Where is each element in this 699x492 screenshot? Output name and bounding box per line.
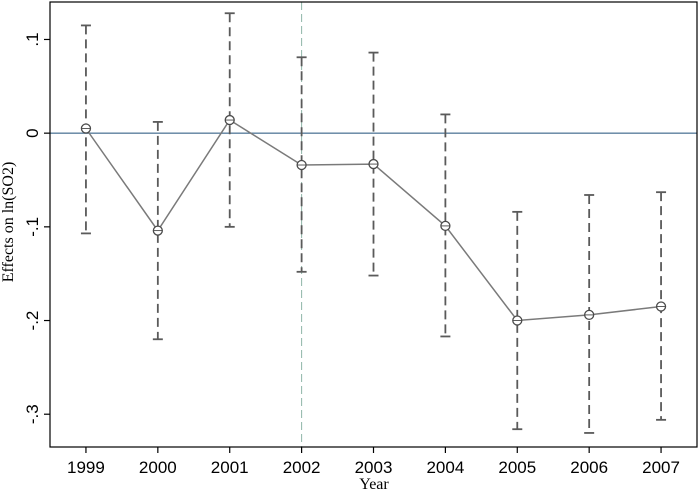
y-tick-label-.1: .1 <box>23 32 42 46</box>
y-tick-label-0: 0 <box>23 128 42 137</box>
x-tick-label-2002: 2002 <box>283 458 321 477</box>
y-tick-label--.2: -.2 <box>23 311 42 331</box>
x-tick-label-2005: 2005 <box>498 458 536 477</box>
y-tick-label--.1: -.1 <box>23 217 42 237</box>
y-tick-label--.3: -.3 <box>23 404 42 424</box>
x-tick-label-2004: 2004 <box>426 458 464 477</box>
x-tick-label-2003: 2003 <box>355 458 393 477</box>
x-tick-label-2006: 2006 <box>570 458 608 477</box>
y-axis-title: Effects on ln(SO2) <box>0 162 17 283</box>
estimate-line <box>85 118 662 322</box>
x-axis-title: Year <box>359 476 389 492</box>
x-tick-label-2001: 2001 <box>211 458 249 477</box>
x-tick-label-2007: 2007 <box>642 458 680 477</box>
x-tick-label-1999: 1999 <box>67 458 105 477</box>
x-tick-label-2000: 2000 <box>139 458 177 477</box>
